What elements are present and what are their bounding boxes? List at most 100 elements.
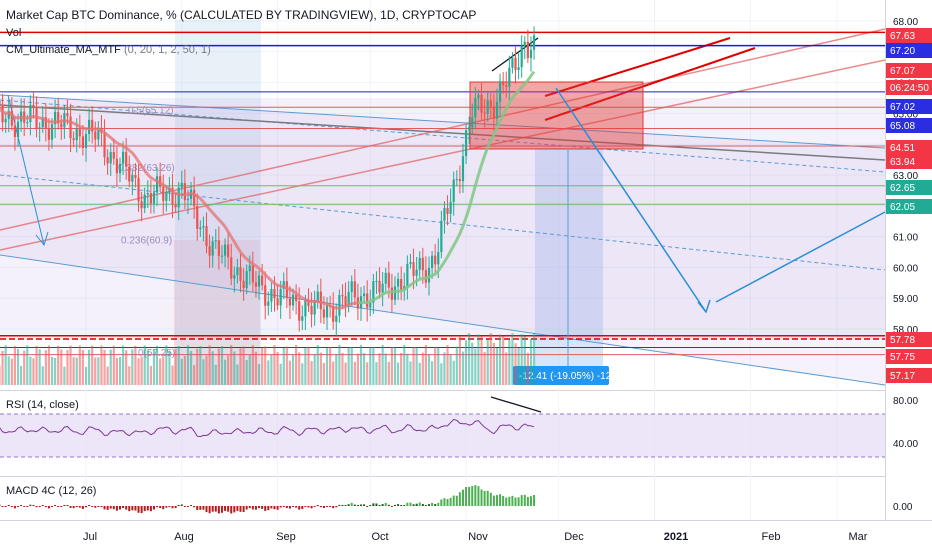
- volume-bar: [168, 350, 171, 385]
- candle-body: [245, 271, 248, 289]
- volume-bar: [415, 347, 418, 385]
- candle-body: [174, 204, 177, 208]
- volume-bar: [409, 361, 412, 385]
- macd-histogram-bar: [57, 506, 60, 507]
- volume-bar: [239, 348, 242, 385]
- candle-body: [26, 122, 29, 124]
- volume-bar: [526, 352, 529, 385]
- volume-bar: [196, 348, 199, 385]
- macd-histogram-bar: [523, 494, 526, 506]
- volume-bar: [186, 345, 190, 385]
- rsi-tick-label: 80.00: [893, 396, 918, 407]
- macd-histogram-bar: [261, 506, 264, 509]
- volume-bar: [495, 348, 499, 385]
- macd-histogram-bar: [409, 502, 412, 506]
- macd-histogram-bar: [190, 505, 193, 506]
- candle-body: [298, 301, 301, 321]
- volume-bar: [174, 348, 177, 385]
- volume-bar: [69, 345, 72, 385]
- candle-body: [233, 275, 236, 279]
- macd-histogram-bar: [508, 496, 511, 506]
- volume-indicator-label[interactable]: Vol: [6, 27, 22, 39]
- candle-body: [223, 244, 227, 256]
- candle-body: [489, 100, 492, 107]
- volume-bar: [304, 347, 307, 385]
- macd-histogram-bar: [254, 506, 257, 510]
- macd-histogram-bar: [313, 506, 316, 507]
- volume-bar: [498, 334, 502, 385]
- candle-body: [220, 255, 224, 257]
- candle-body: [41, 117, 44, 128]
- volume-bar: [97, 357, 100, 385]
- candle-body: [29, 104, 32, 123]
- macd-histogram-bar: [458, 492, 461, 506]
- time-tick-label: Aug: [174, 531, 194, 543]
- volume-bar: [400, 352, 403, 385]
- candle-body: [363, 293, 366, 297]
- volume-bar: [403, 345, 406, 385]
- volume-bar: [242, 346, 245, 385]
- macd-histogram-bar: [109, 506, 112, 509]
- volume-bar: [313, 354, 316, 385]
- candle-body: [492, 106, 495, 119]
- macd-histogram-bar: [319, 506, 322, 508]
- macd-histogram-bar: [455, 495, 458, 506]
- price-tag: [886, 349, 932, 364]
- volume-bar: [165, 345, 168, 385]
- volume-bar: [162, 356, 165, 385]
- macd-histogram-bar: [236, 506, 239, 511]
- volume-bar: [211, 351, 214, 385]
- volume-bar: [279, 363, 282, 385]
- volume-bar: [248, 355, 251, 385]
- macd-histogram-bar: [81, 506, 84, 509]
- candle-body: [353, 281, 356, 298]
- volume-bar: [319, 352, 322, 385]
- macd-histogram-bar: [316, 505, 319, 506]
- price-tag: [886, 332, 932, 347]
- volume-bar: [517, 347, 520, 385]
- ma-indicator-label[interactable]: CM_Ultimate_MA_MTF (0, 20, 1, 2, 50, 1): [6, 44, 211, 56]
- volume-bar: [359, 345, 363, 385]
- macd-histogram-bar: [137, 506, 140, 513]
- volume-bar: [233, 351, 236, 385]
- fib-level-label: 0.5(65.12): [128, 106, 174, 117]
- rsi-pane-label[interactable]: RSI (14, close): [6, 399, 79, 411]
- volume-bar: [57, 345, 60, 385]
- descending-channel-fill: [0, 95, 885, 385]
- volume-bar: [128, 366, 131, 385]
- candle-body: [137, 177, 140, 202]
- time-tick-label: 2021: [664, 531, 688, 543]
- volume-bar: [532, 333, 536, 385]
- candle-body: [267, 301, 270, 306]
- measure-label-bg: [513, 366, 609, 385]
- volume-bar: [310, 361, 313, 385]
- macd-histogram-bar: [205, 506, 208, 513]
- macd-histogram-bar: [224, 506, 227, 511]
- volume-bar: [7, 356, 10, 385]
- volume-bar: [511, 333, 514, 385]
- macd-histogram-bar: [486, 490, 489, 506]
- candle-body: [257, 275, 261, 287]
- volume-bar: [159, 358, 162, 385]
- macd-pane-label[interactable]: MACD 4C (12, 26): [6, 485, 97, 497]
- price-tick-label: 65.00: [893, 109, 918, 120]
- volume-bar: [443, 352, 446, 385]
- volume-bar: [121, 345, 125, 385]
- candle-body: [97, 127, 100, 140]
- macd-histogram-bar: [10, 506, 13, 508]
- macd-histogram-bar: [369, 505, 372, 506]
- candle-body: [60, 123, 63, 128]
- candle-body: [378, 280, 381, 293]
- candle-body: [4, 118, 7, 123]
- candle-body: [162, 186, 165, 201]
- volume-bar: [474, 348, 477, 385]
- candle-body: [304, 300, 307, 317]
- macd-histogram-bar: [97, 506, 100, 507]
- volume-bar: [446, 345, 449, 385]
- candle-body: [32, 104, 35, 109]
- macd-histogram-bar: [13, 506, 16, 509]
- candle-body: [477, 94, 480, 99]
- macd-histogram-bar: [471, 485, 474, 506]
- supply-zone-box: [469, 81, 644, 150]
